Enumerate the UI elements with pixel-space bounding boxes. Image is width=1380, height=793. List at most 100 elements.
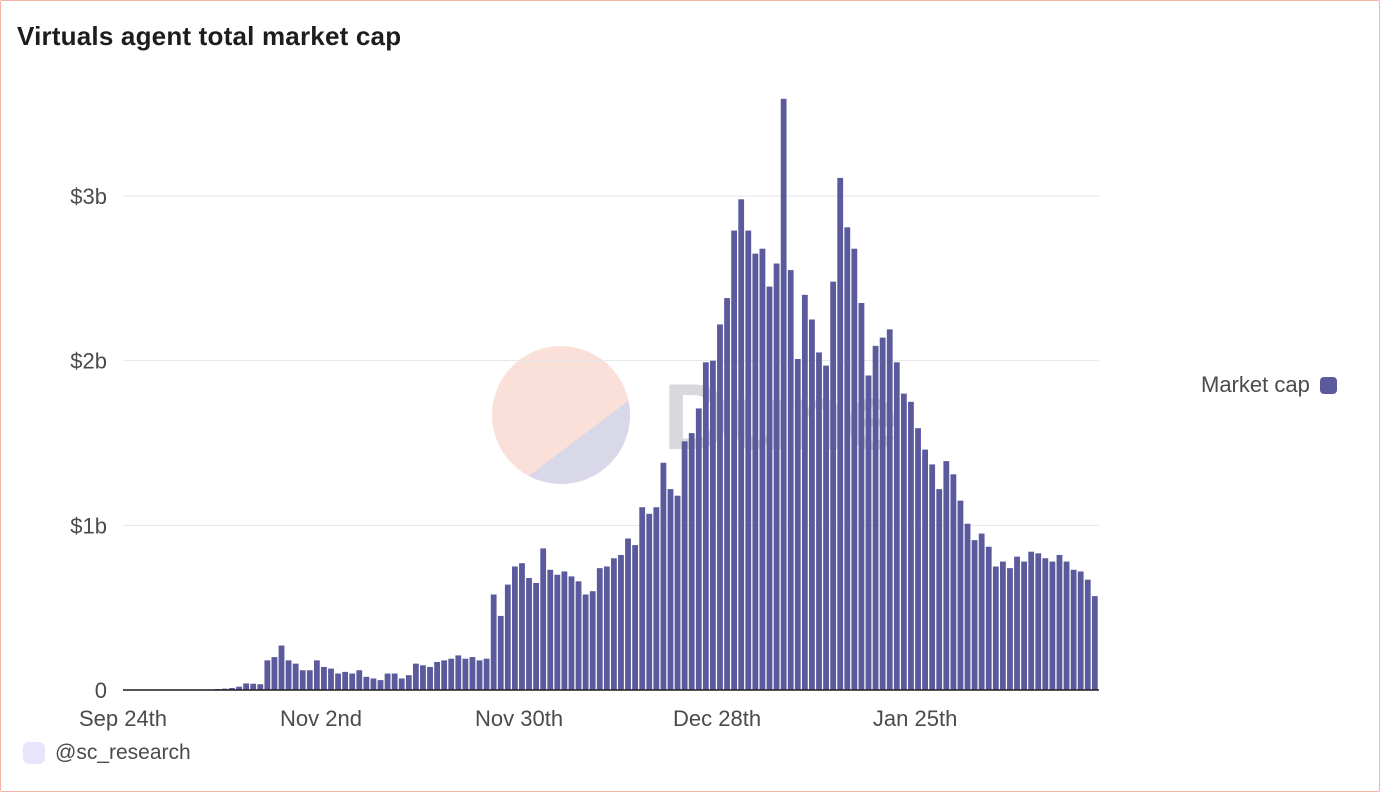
bar [844, 227, 850, 690]
bar [540, 548, 546, 690]
bar [293, 664, 299, 690]
bar [533, 583, 539, 690]
bar [1092, 596, 1098, 690]
x-tick-label: Sep 24th [79, 706, 167, 731]
bar [738, 199, 744, 690]
bar [802, 295, 808, 690]
bar [526, 578, 532, 690]
bar [378, 680, 384, 690]
bar [979, 534, 985, 690]
bar [710, 361, 716, 690]
bar [795, 359, 801, 690]
bar [943, 461, 949, 690]
bar [547, 570, 553, 690]
bar [455, 655, 461, 690]
bar [745, 231, 751, 690]
bar [936, 489, 942, 690]
bar [851, 249, 857, 690]
bar [272, 657, 278, 690]
bar [491, 594, 497, 690]
bar [653, 507, 659, 690]
y-tick-label: $3b [70, 184, 107, 209]
bar [243, 683, 249, 690]
bar [986, 547, 992, 690]
bar [448, 659, 454, 690]
bar [823, 366, 829, 690]
bar [639, 507, 645, 690]
bar [420, 665, 426, 690]
bar [689, 433, 695, 690]
bar [335, 674, 341, 690]
legend[interactable]: Market cap [1201, 372, 1337, 398]
bar [279, 646, 285, 690]
bar [908, 402, 914, 690]
bar [441, 660, 447, 690]
bar [965, 524, 971, 690]
bar [597, 568, 603, 690]
x-tick-label: Dec 28th [673, 706, 761, 731]
bar [668, 489, 674, 690]
bar [837, 178, 843, 690]
bars-group [208, 99, 1098, 690]
bar [300, 670, 306, 690]
legend-label: Market cap [1201, 372, 1310, 398]
bar [859, 303, 865, 690]
author-handle: @sc_research [55, 741, 191, 765]
dune-watermark: Dune [492, 346, 898, 484]
bar [342, 672, 348, 690]
bar [731, 231, 737, 690]
bar [611, 558, 617, 690]
bar [717, 324, 723, 690]
bar [873, 346, 879, 690]
bar [922, 450, 928, 690]
bar [696, 408, 702, 690]
bar [618, 555, 624, 690]
bar [363, 677, 369, 690]
bar [434, 662, 440, 690]
bar [257, 684, 263, 690]
bar [1021, 562, 1027, 690]
bar [1085, 580, 1091, 690]
bar [993, 567, 999, 691]
bar [703, 362, 709, 690]
bar [554, 575, 560, 690]
bar [1057, 555, 1063, 690]
bar [646, 514, 652, 690]
bar [887, 329, 893, 690]
bar [752, 254, 758, 690]
bar [1071, 570, 1077, 690]
y-tick-label: $1b [70, 513, 107, 538]
bar [321, 667, 327, 690]
author-credit[interactable]: @sc_research [23, 741, 191, 765]
legend-swatch-icon [1320, 377, 1337, 394]
bar [576, 581, 582, 690]
bar [1042, 558, 1048, 690]
bar [632, 545, 638, 690]
bar [915, 428, 921, 690]
bar [519, 563, 525, 690]
bar [590, 591, 596, 690]
bar [505, 585, 511, 690]
bar [561, 571, 567, 690]
bar [929, 464, 935, 690]
bar [880, 338, 886, 690]
bar [583, 594, 589, 690]
bar [413, 664, 419, 690]
bar [767, 287, 773, 690]
bar [1014, 557, 1020, 690]
x-tick-label: Jan 25th [873, 706, 957, 731]
bar [894, 362, 900, 690]
x-tick-label: Nov 30th [475, 706, 563, 731]
bar [385, 674, 391, 690]
x-tick-label: Nov 2nd [280, 706, 362, 731]
bar [661, 463, 667, 690]
bar [1064, 562, 1070, 690]
bar [675, 496, 681, 690]
bar [498, 616, 504, 690]
bar [625, 539, 631, 690]
bar [512, 567, 518, 691]
bar [1078, 571, 1084, 690]
bar [470, 657, 476, 690]
bar [477, 660, 483, 690]
